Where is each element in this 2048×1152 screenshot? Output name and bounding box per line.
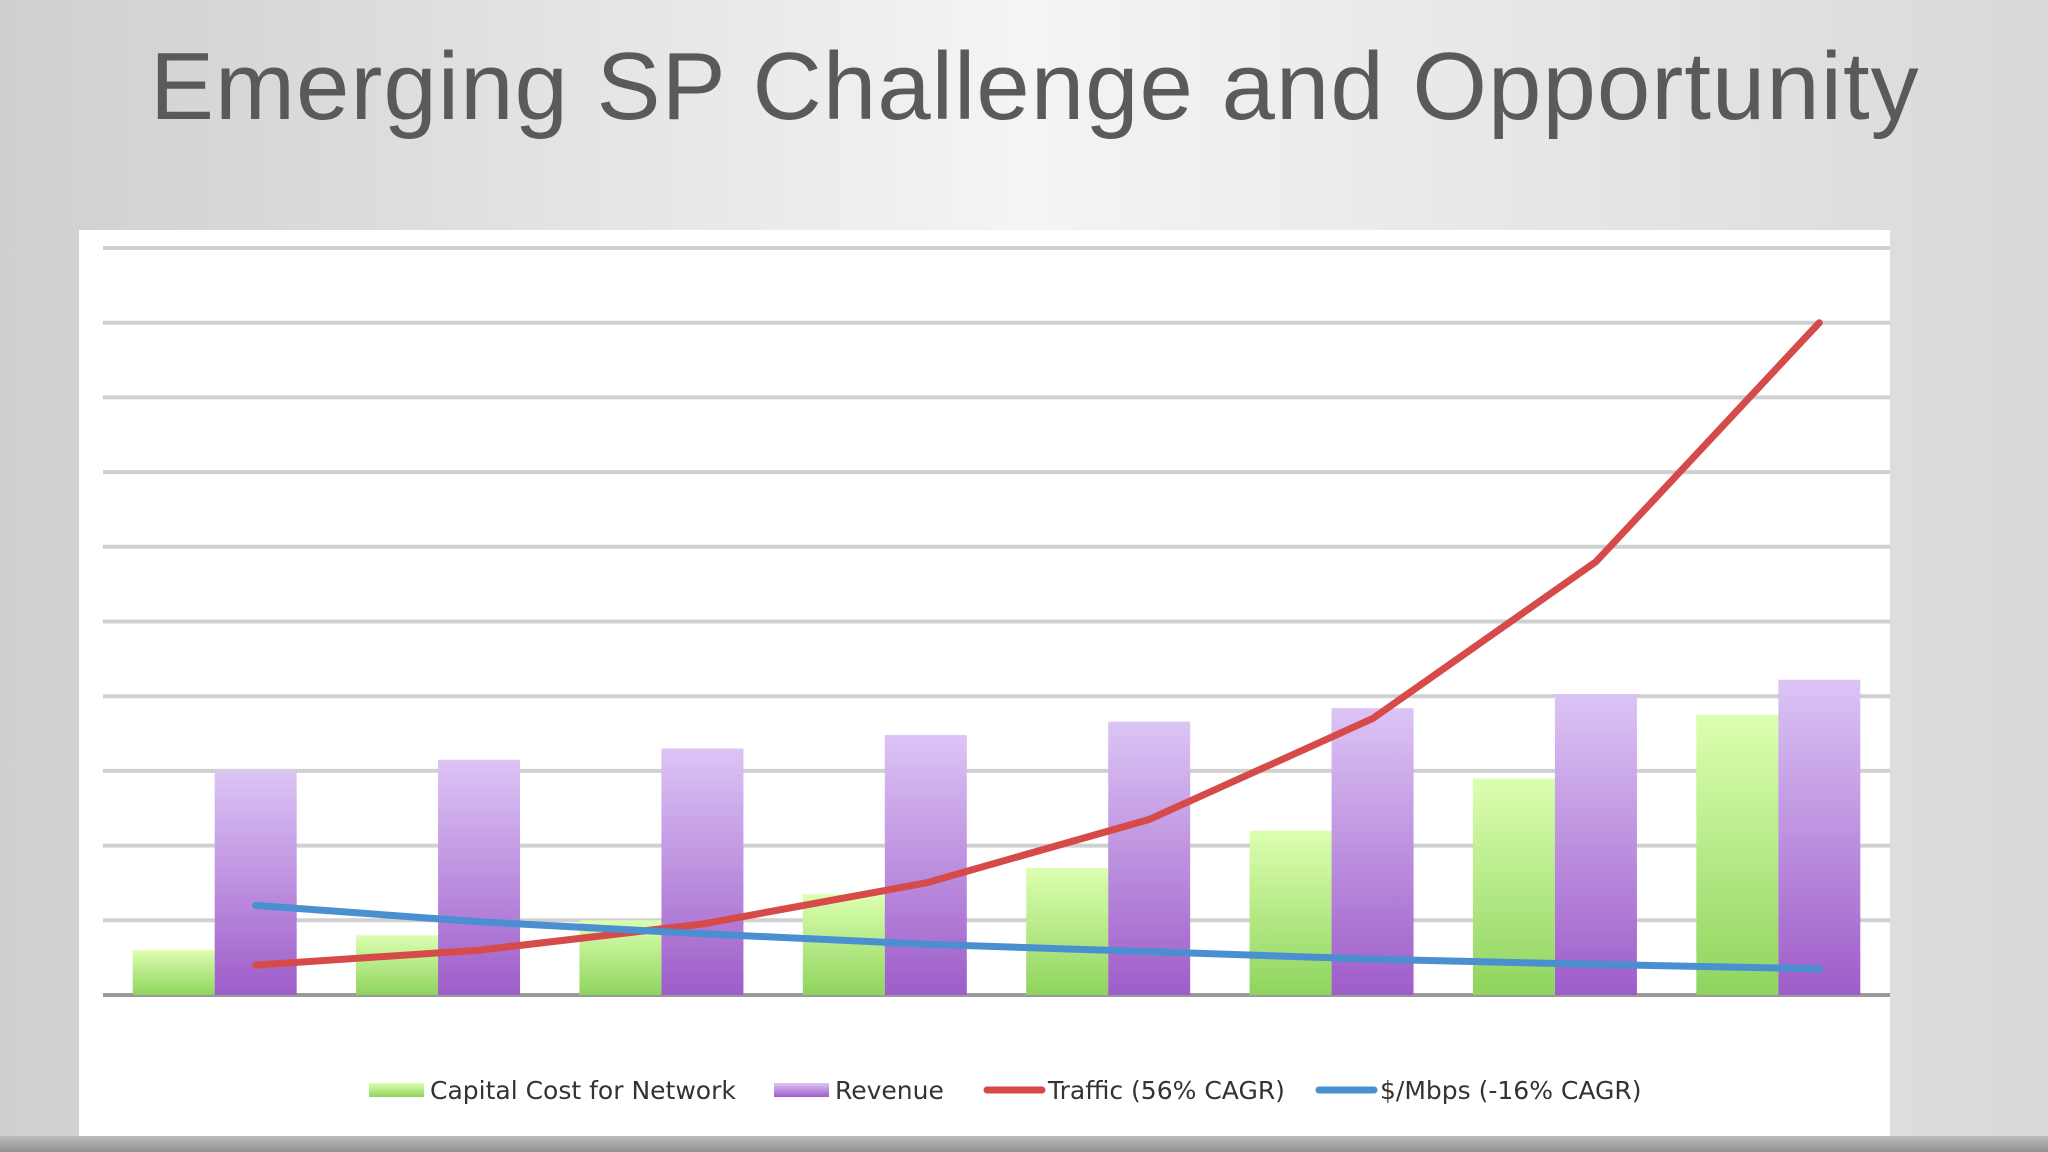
- legend-item-price-per-mbps-label: $/Mbps (-16% CAGR): [1380, 1076, 1642, 1105]
- legend-item-revenue-label: Revenue: [835, 1076, 944, 1105]
- legend-item-traffic-label: Traffic (56% CAGR): [1047, 1076, 1285, 1105]
- legend-item-capital-cost-swatch: [369, 1083, 424, 1097]
- bar-revenue-4: [884, 735, 967, 995]
- bar-revenue-7: [1554, 693, 1637, 995]
- bar-revenue-6: [1331, 708, 1414, 995]
- bar-capital-cost-2: [356, 935, 439, 995]
- bar-revenue-3: [661, 748, 744, 995]
- legend-item-capital-cost-label: Capital Cost for Network: [430, 1076, 736, 1105]
- bar-revenue-8: [1778, 679, 1861, 995]
- legend-item-revenue-swatch: [774, 1083, 829, 1097]
- bar-capital-cost-8: [1696, 714, 1779, 995]
- bar-capital-cost-6: [1249, 830, 1332, 995]
- slide-title: Emerging SP Challenge and Opportunity: [150, 33, 1920, 140]
- chart: Capital Cost for Network Revenue Traffic (…: [103, 246, 1890, 1105]
- grid-lines: [103, 246, 1890, 997]
- bar-capital-cost-1: [132, 950, 215, 995]
- bottom-bar: [0, 1136, 2048, 1152]
- bar-revenue-1: [214, 770, 297, 995]
- bar-revenue-2: [438, 759, 521, 995]
- price-per-mbps-line: [252, 901, 1823, 973]
- lines: [252, 319, 1823, 973]
- chart-panel: Capital Cost for Network Revenue Traffic (…: [79, 230, 1890, 1136]
- legend: Capital Cost for Network Revenue Traffic (…: [369, 1076, 1642, 1105]
- traffic-line: [252, 319, 1823, 969]
- bar-capital-cost-5: [1026, 868, 1109, 995]
